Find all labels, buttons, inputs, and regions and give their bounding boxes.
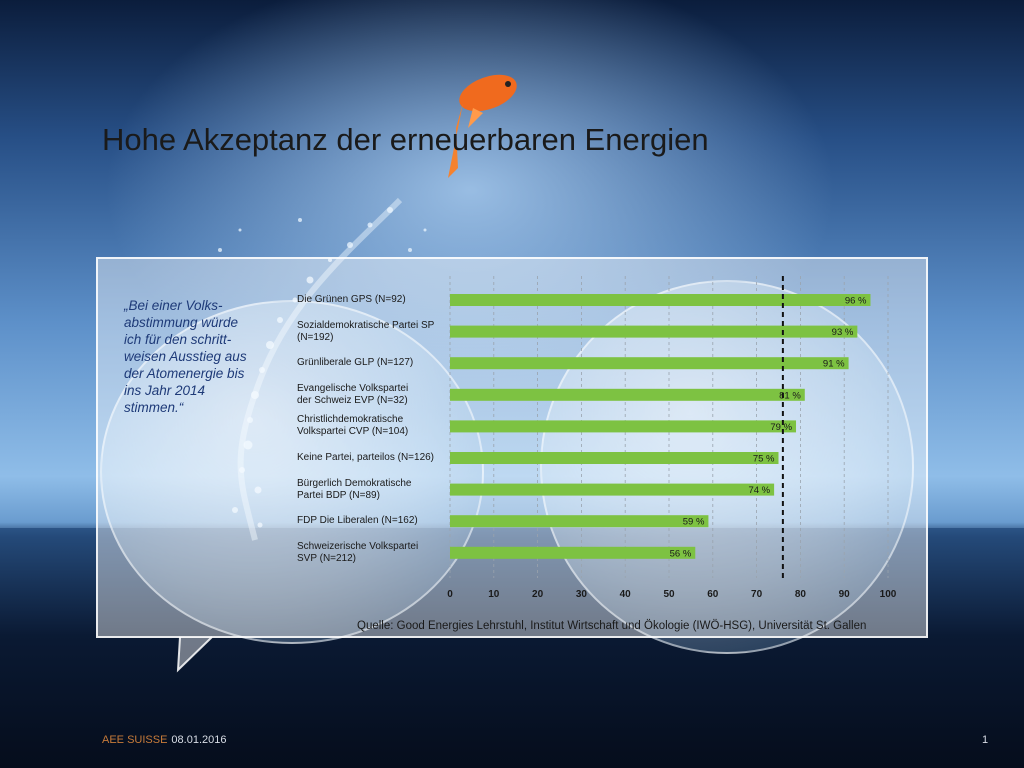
x-tick-label: 40 [620,589,632,600]
category-label: Grünliberale GLP (N=127) [297,357,447,369]
category-label-line: der Schweiz EVP (N=32) [297,394,408,406]
quote-line: ich für den schritt- [124,332,232,347]
x-tick-label: 20 [532,589,544,600]
category-label: Christlichdemokratische Volkspartei CVP (… [297,414,447,438]
category-label-line: Grünliberale GLP (N=127) [297,357,414,369]
x-tick-label: 30 [576,589,588,600]
x-tick-label: 10 [488,589,500,600]
category-label-line: Schweizerische Volkspartei [297,540,419,552]
quote-line: stimmen.“ [124,400,184,415]
category-label-line: Keine Partei, parteilos (N=126) [297,452,435,463]
x-tick-label: 0 [447,589,453,600]
category-label-line: Sozialdemokratische Partei SP [297,319,435,331]
category-label-line: SVP (N=212) [297,552,357,564]
right-fishbowl [540,280,914,654]
quote-line: der Atomenergie bis [124,366,245,381]
left-fishbowl [100,300,484,644]
bar [450,420,797,433]
bar [450,452,779,464]
category-label: Die Grünen GPS (N=92) [297,294,447,306]
category-label-line: (N=192) [297,331,334,343]
chart-panel [96,257,928,638]
category-label: Schweizerische Volkspartei SVP (N=212) [297,541,447,565]
bar-value-label: 93 % [832,327,854,338]
bar [450,546,696,559]
x-tick-label: 100 [880,589,897,600]
category-label-line: Evangelische Volkspartei [297,382,409,394]
quote-line: weisen Ausstieg aus [124,349,247,364]
bar [450,357,849,370]
x-tick-label: 70 [751,589,763,600]
x-tick-label: 90 [839,589,851,600]
bar [450,483,775,496]
category-label: FDP Die Liberalen (N=162) [297,515,447,527]
quote-line: abstimmung würde [124,315,239,330]
quote-line: ins Jahr 2014 [124,383,206,398]
bar [450,515,709,528]
quote-text: „Bei einer Volks- abstimmung würde ich f… [124,297,274,416]
page-number: 1 [982,734,989,746]
bar-value-label: 81 % [779,390,801,401]
x-tick-label: 50 [663,589,675,600]
bar-value-label: 75 % [753,454,775,465]
x-tick-label: 80 [795,589,807,600]
category-label-line: Die Grünen GPS (N=92) [297,294,406,305]
footer-org: AEE SUISSE [102,734,168,746]
category-label-line: Bürgerlich Demokratische [297,477,412,489]
quote-line: „Bei einer Volks- [124,298,223,313]
x-tick-label: 60 [707,589,719,600]
bar-value-label: 79 % [770,422,792,433]
bar-value-label: 96 % [845,296,867,307]
footer-date: 08.01.2016 [171,734,227,746]
category-label: Bürgerlich Demokratische Partei BDP (N=89… [297,478,447,502]
jumping-goldfish-icon [448,74,517,178]
bar-value-label: 74 % [748,485,770,496]
category-label: Keine Partei, parteilos (N=126) [297,452,447,464]
slide-title: Hohe Akzeptanz der erneuerbaren Energien [102,122,709,157]
category-label-line: Partei BDP (N=89) [297,489,380,501]
category-label: Evangelische Volkspartei der Schweiz EVP … [297,383,447,407]
category-label: Sozialdemokratische Partei SP (N=192) [297,320,447,344]
category-label-line: Volkspartei CVP (N=104) [297,426,409,438]
bar [450,388,805,401]
bar [450,325,858,338]
bar-value-label: 56 % [670,548,692,559]
bar-value-label: 59 % [683,517,705,528]
category-label-line: FDP Die Liberalen (N=162) [297,515,418,527]
water-splash [218,197,427,541]
bar [450,294,871,306]
footer: AEE SUISSE 08.01.2016 [102,734,226,746]
category-label-line: Christlichdemokratische [297,414,404,426]
source-citation: Quelle: Good Energies Lehrstuhl, Institu… [357,620,867,632]
bar-value-label: 91 % [823,359,845,370]
